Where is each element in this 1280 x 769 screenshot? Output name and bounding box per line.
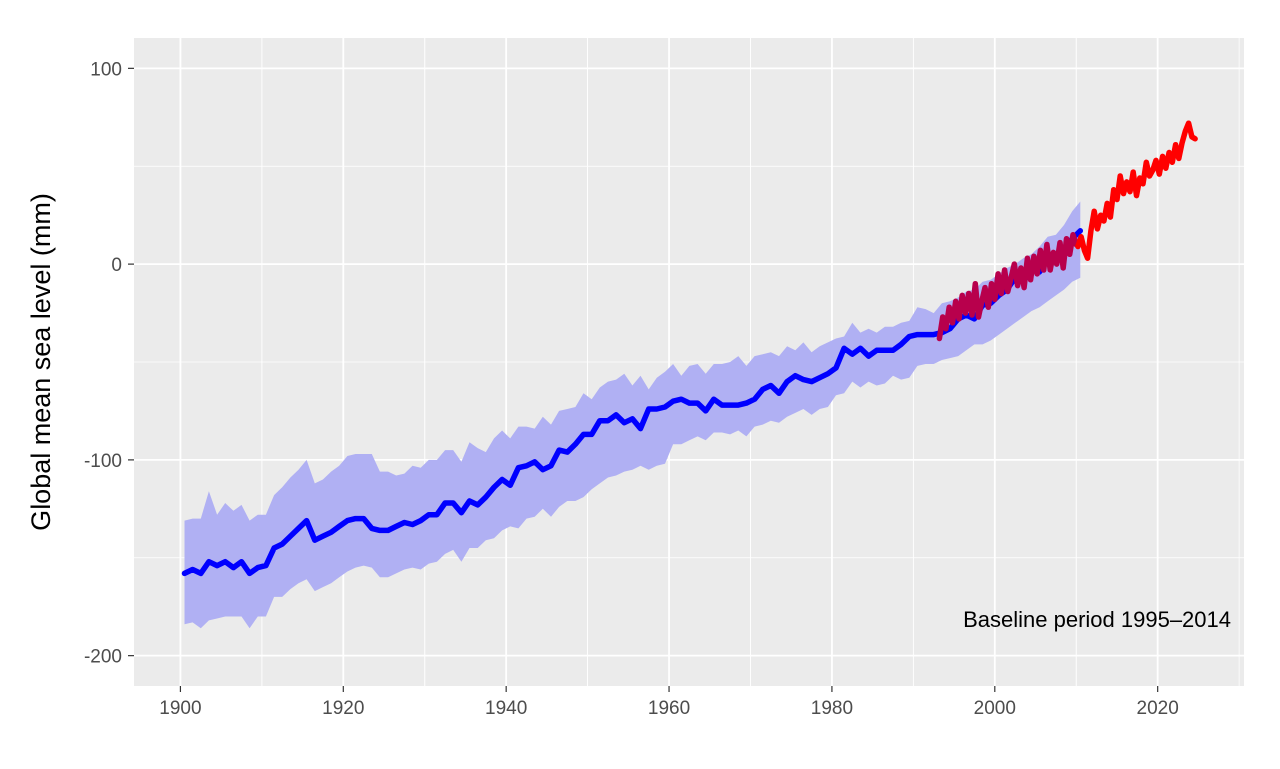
baseline-annotation: Baseline period 1995–2014	[963, 607, 1231, 632]
series-line-2	[936, 231, 1079, 342]
x-tick-label: 1960	[648, 698, 690, 719]
x-axis: 1900 1920 1940 1960 1980 2000 2020	[159, 686, 1179, 719]
x-tick-label: 1940	[485, 698, 527, 719]
x-tick-label: 2020	[1137, 698, 1179, 719]
x-tick-label: 1980	[811, 698, 853, 719]
series-layer	[181, 120, 1198, 629]
y-tick-label: 100	[90, 59, 122, 80]
series-line-1	[181, 228, 1084, 577]
x-tick-label: 2000	[974, 698, 1016, 719]
y-tick-label: -200	[84, 647, 122, 668]
y-axis: -200 -100 0 100	[84, 59, 134, 668]
x-tick-label: 1900	[159, 698, 201, 719]
series-line-3	[1075, 120, 1198, 261]
x-tick-label: 1920	[322, 698, 364, 719]
y-tick-label: -100	[84, 451, 122, 472]
y-tick-label: 0	[111, 255, 122, 276]
y-axis-title: Global mean sea level (mm)	[26, 193, 56, 531]
